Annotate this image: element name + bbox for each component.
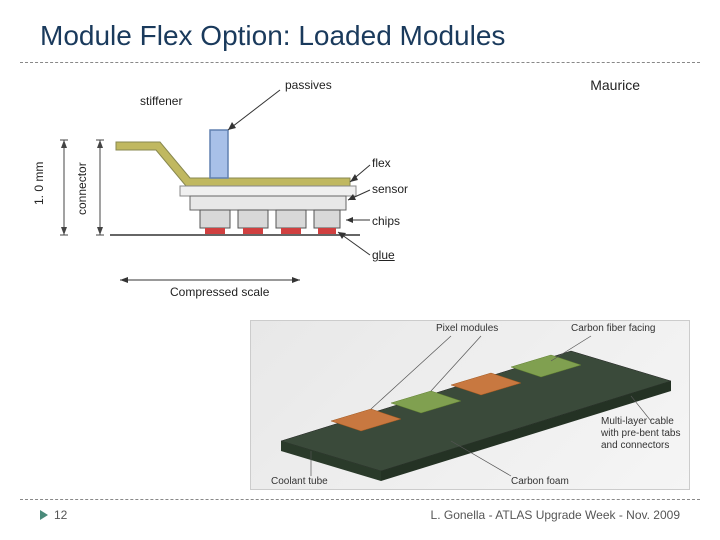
page-number: 12 xyxy=(40,508,67,522)
cad-render-image: Pixel modules Carbon fiber facing Coolan… xyxy=(250,320,690,490)
triangle-icon xyxy=(40,510,48,520)
page-num-text: 12 xyxy=(54,508,67,522)
divider-top xyxy=(20,62,700,63)
cad-label-facing: Carbon fiber facing xyxy=(571,323,656,334)
label-stiffener: stiffener xyxy=(140,94,182,108)
divider-bottom xyxy=(20,499,700,500)
label-sensor: sensor xyxy=(372,182,408,196)
cross-section-diagram: stiffener passives flex sensor chips glu… xyxy=(50,70,670,310)
footer-credit: L. Gonella - ATLAS Upgrade Week - Nov. 2… xyxy=(431,508,680,522)
label-height: 1. 0 mm xyxy=(32,162,46,205)
label-connector: connector xyxy=(75,162,89,215)
slide-title: Module Flex Option: Loaded Modules xyxy=(40,20,505,52)
label-compressed: Compressed scale xyxy=(170,285,269,299)
cad-label-foam: Carbon foam xyxy=(511,476,569,487)
cad-label-cable: Multi-layer cable with pre-bent tabs and… xyxy=(601,416,681,452)
label-flex: flex xyxy=(372,156,391,170)
label-chips: chips xyxy=(372,214,400,228)
cad-label-coolant: Coolant tube xyxy=(271,476,328,487)
label-glue: glue xyxy=(372,248,395,262)
footer: 12 L. Gonella - ATLAS Upgrade Week - Nov… xyxy=(40,508,680,522)
label-passives: passives xyxy=(285,78,332,92)
cad-label-pixel: Pixel modules xyxy=(436,323,498,334)
